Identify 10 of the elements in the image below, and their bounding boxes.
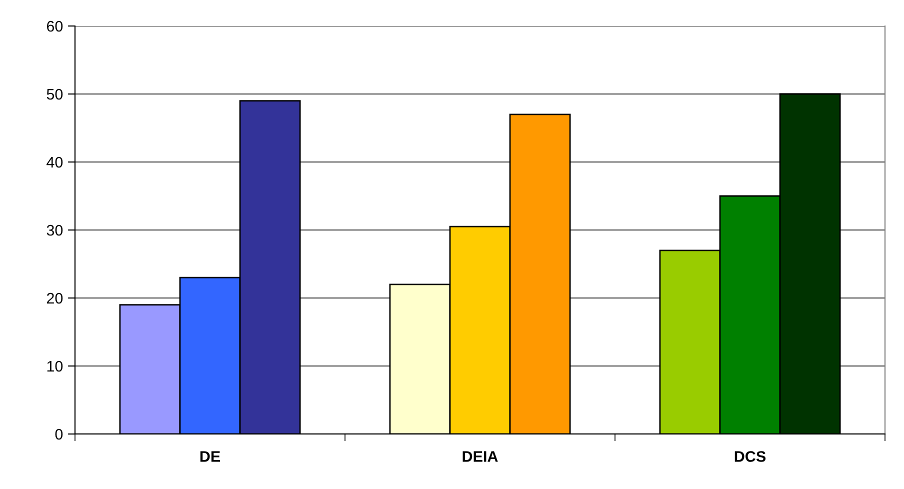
y-tick-label: 30 [46, 224, 63, 236]
x-tick-label: DEIA [462, 451, 498, 462]
y-tick-label: 20 [46, 292, 63, 304]
x-tick-label: DE [200, 451, 220, 462]
y-tick-label: 10 [47, 360, 63, 372]
y-tick-label: 60 [46, 20, 63, 32]
x-tick-label: DCS [734, 451, 766, 462]
y-tick-label: 40 [46, 156, 63, 168]
y-tick-label: 0 [55, 428, 63, 440]
y-tick-label: 50 [46, 88, 63, 100]
